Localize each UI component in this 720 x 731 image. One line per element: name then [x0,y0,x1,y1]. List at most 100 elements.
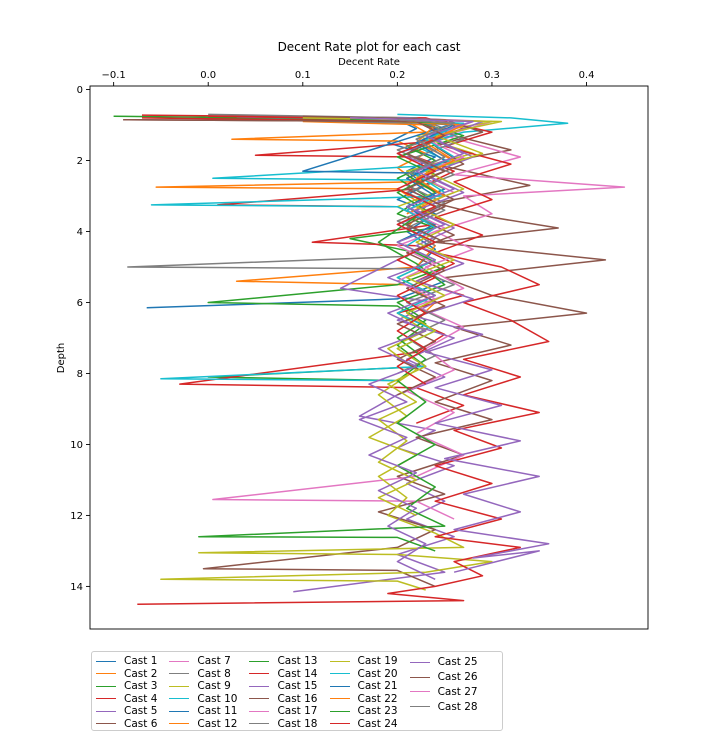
legend-swatch [169,660,190,662]
series-line-cast-8 [127,113,455,375]
legend-swatch [169,710,190,712]
legend-swatch [96,723,116,725]
legend-column: Cast 7 Cast 8 Cast 9 Cast 10 Cast 11 Cast 12 [169,655,237,730]
series-line-cast-2 [155,117,436,321]
legend-swatch [169,698,190,700]
legend-label: Cast 3 [124,680,158,693]
legend-item: Cast 12 [169,718,237,731]
legend-swatch [329,710,350,712]
legend-label: Cast 5 [124,705,158,718]
legend-item: Cast 13 [249,655,318,668]
legend-item: Cast 20 [329,667,398,681]
x-tick-label: 0.4 [579,70,595,81]
legend-label: Cast 13 [277,655,318,668]
plot-frame [89,85,649,630]
y-axis-ticks: 0 2 4 6 8 10 12 14 [70,85,90,593]
legend-label: Cast 19 [357,655,398,668]
legend-label: Cast 15 [277,680,318,693]
legend-item: Cast 24 [329,718,398,731]
y-axis-label: Depth [56,343,67,373]
y-tick-label: 10 [70,440,83,451]
x-axis-label: Decent Rate [338,57,400,68]
y-tick-label: 8 [77,369,83,380]
legend-swatch [249,698,270,700]
legend-item: Cast 17 [249,705,318,718]
legend-swatch [329,660,350,662]
legend-swatch [169,685,190,687]
legend-item: Cast 10 [169,693,237,706]
legend-swatch [249,673,270,675]
legend-item: Cast 9 [169,680,237,693]
x-tick-label: 0.0 [200,70,216,81]
series-line-cast-18 [255,118,465,247]
legend-item: Cast 8 [169,668,237,681]
legend-item: Cast 16 [249,692,318,706]
y-tick-label: 2 [77,156,83,167]
legend-label: Cast 22 [357,692,398,705]
legend-label: Cast 23 [357,705,398,718]
legend-label: Cast 1 [124,655,158,668]
series-line-cast-4 [141,114,465,424]
legend-label: Cast 9 [197,680,231,693]
legend-swatch [409,706,430,708]
legend-label: Cast 4 [124,692,158,705]
legend-item: Cast 22 [329,692,398,706]
legend-swatch [249,660,270,662]
legend-swatch [249,710,270,712]
series-line-cast-10 [150,113,569,382]
legend-column: Cast 19 Cast 20 Cast 21 Cast 22 Cast 23 Cast … [329,655,398,731]
legend-label: Cast 10 [197,692,238,705]
legend-item: Cast 7 [169,655,237,668]
legend-label: Cast 7 [197,655,231,668]
legend-swatch [96,673,116,675]
legend-label: Cast 25 [437,656,478,669]
legend-item: Cast 2 [96,668,157,681]
y-tick-label: 4 [77,227,83,238]
x-tick-label: 0.2 [389,70,405,81]
legend-item: Cast 14 [249,667,318,681]
legend-item: Cast 3 [96,680,157,693]
series-line-cast-6 [127,118,607,588]
y-tick-label: 6 [77,298,83,309]
legend-label: Cast 17 [277,705,318,718]
legend-swatch [96,660,116,662]
legend-item: Cast 11 [169,705,237,718]
x-tick-label: −0.1 [101,70,125,81]
legend-label: Cast 11 [197,705,238,718]
series-group [113,113,626,605]
legend-item: Cast 5 [96,705,157,718]
legend-swatch [329,673,350,675]
legend-label: Cast 21 [357,680,398,693]
legend-swatch [409,691,430,693]
legend-label: Cast 14 [277,667,318,680]
series-line-cast-28 [397,118,455,176]
y-tick-label: 14 [70,582,83,593]
legend-column: Cast 25 Cast 26 Cast 27 Cast 28 [409,655,478,730]
legend-swatch [329,698,350,700]
legend-item: Cast 21 [329,680,398,693]
legend-label: Cast 8 [197,667,231,680]
x-tick-label: 0.3 [484,70,500,81]
legend: Cast 1 Cast 2 Cast 3 Cast 4 Cast 5 Cast 6 Cast… [91,651,503,731]
legend-swatch [409,661,430,663]
legend-swatch [329,723,350,725]
legend-label: Cast 2 [124,667,158,680]
legend-swatch [249,685,270,687]
legend-swatch [169,723,190,725]
legend-label: Cast 16 [277,692,318,705]
legend-swatch [249,723,270,725]
legend-item: Cast 23 [329,705,398,718]
legend-swatch [329,685,350,687]
legend-swatch [96,698,116,700]
legend-label: Cast 20 [357,667,398,680]
legend-label: Cast 26 [437,671,478,684]
legend-item: Cast 27 [409,685,478,700]
legend-label: Cast 27 [437,685,478,698]
legend-swatch [96,710,116,712]
legend-item: Cast 4 [96,693,157,706]
legend-column: Cast 1 Cast 2 Cast 3 Cast 4 Cast 5 Cast 6 [96,655,157,730]
legend-swatch [96,685,116,687]
legend-item: Cast 18 [249,718,318,731]
series-line-cast-19 [302,117,503,517]
